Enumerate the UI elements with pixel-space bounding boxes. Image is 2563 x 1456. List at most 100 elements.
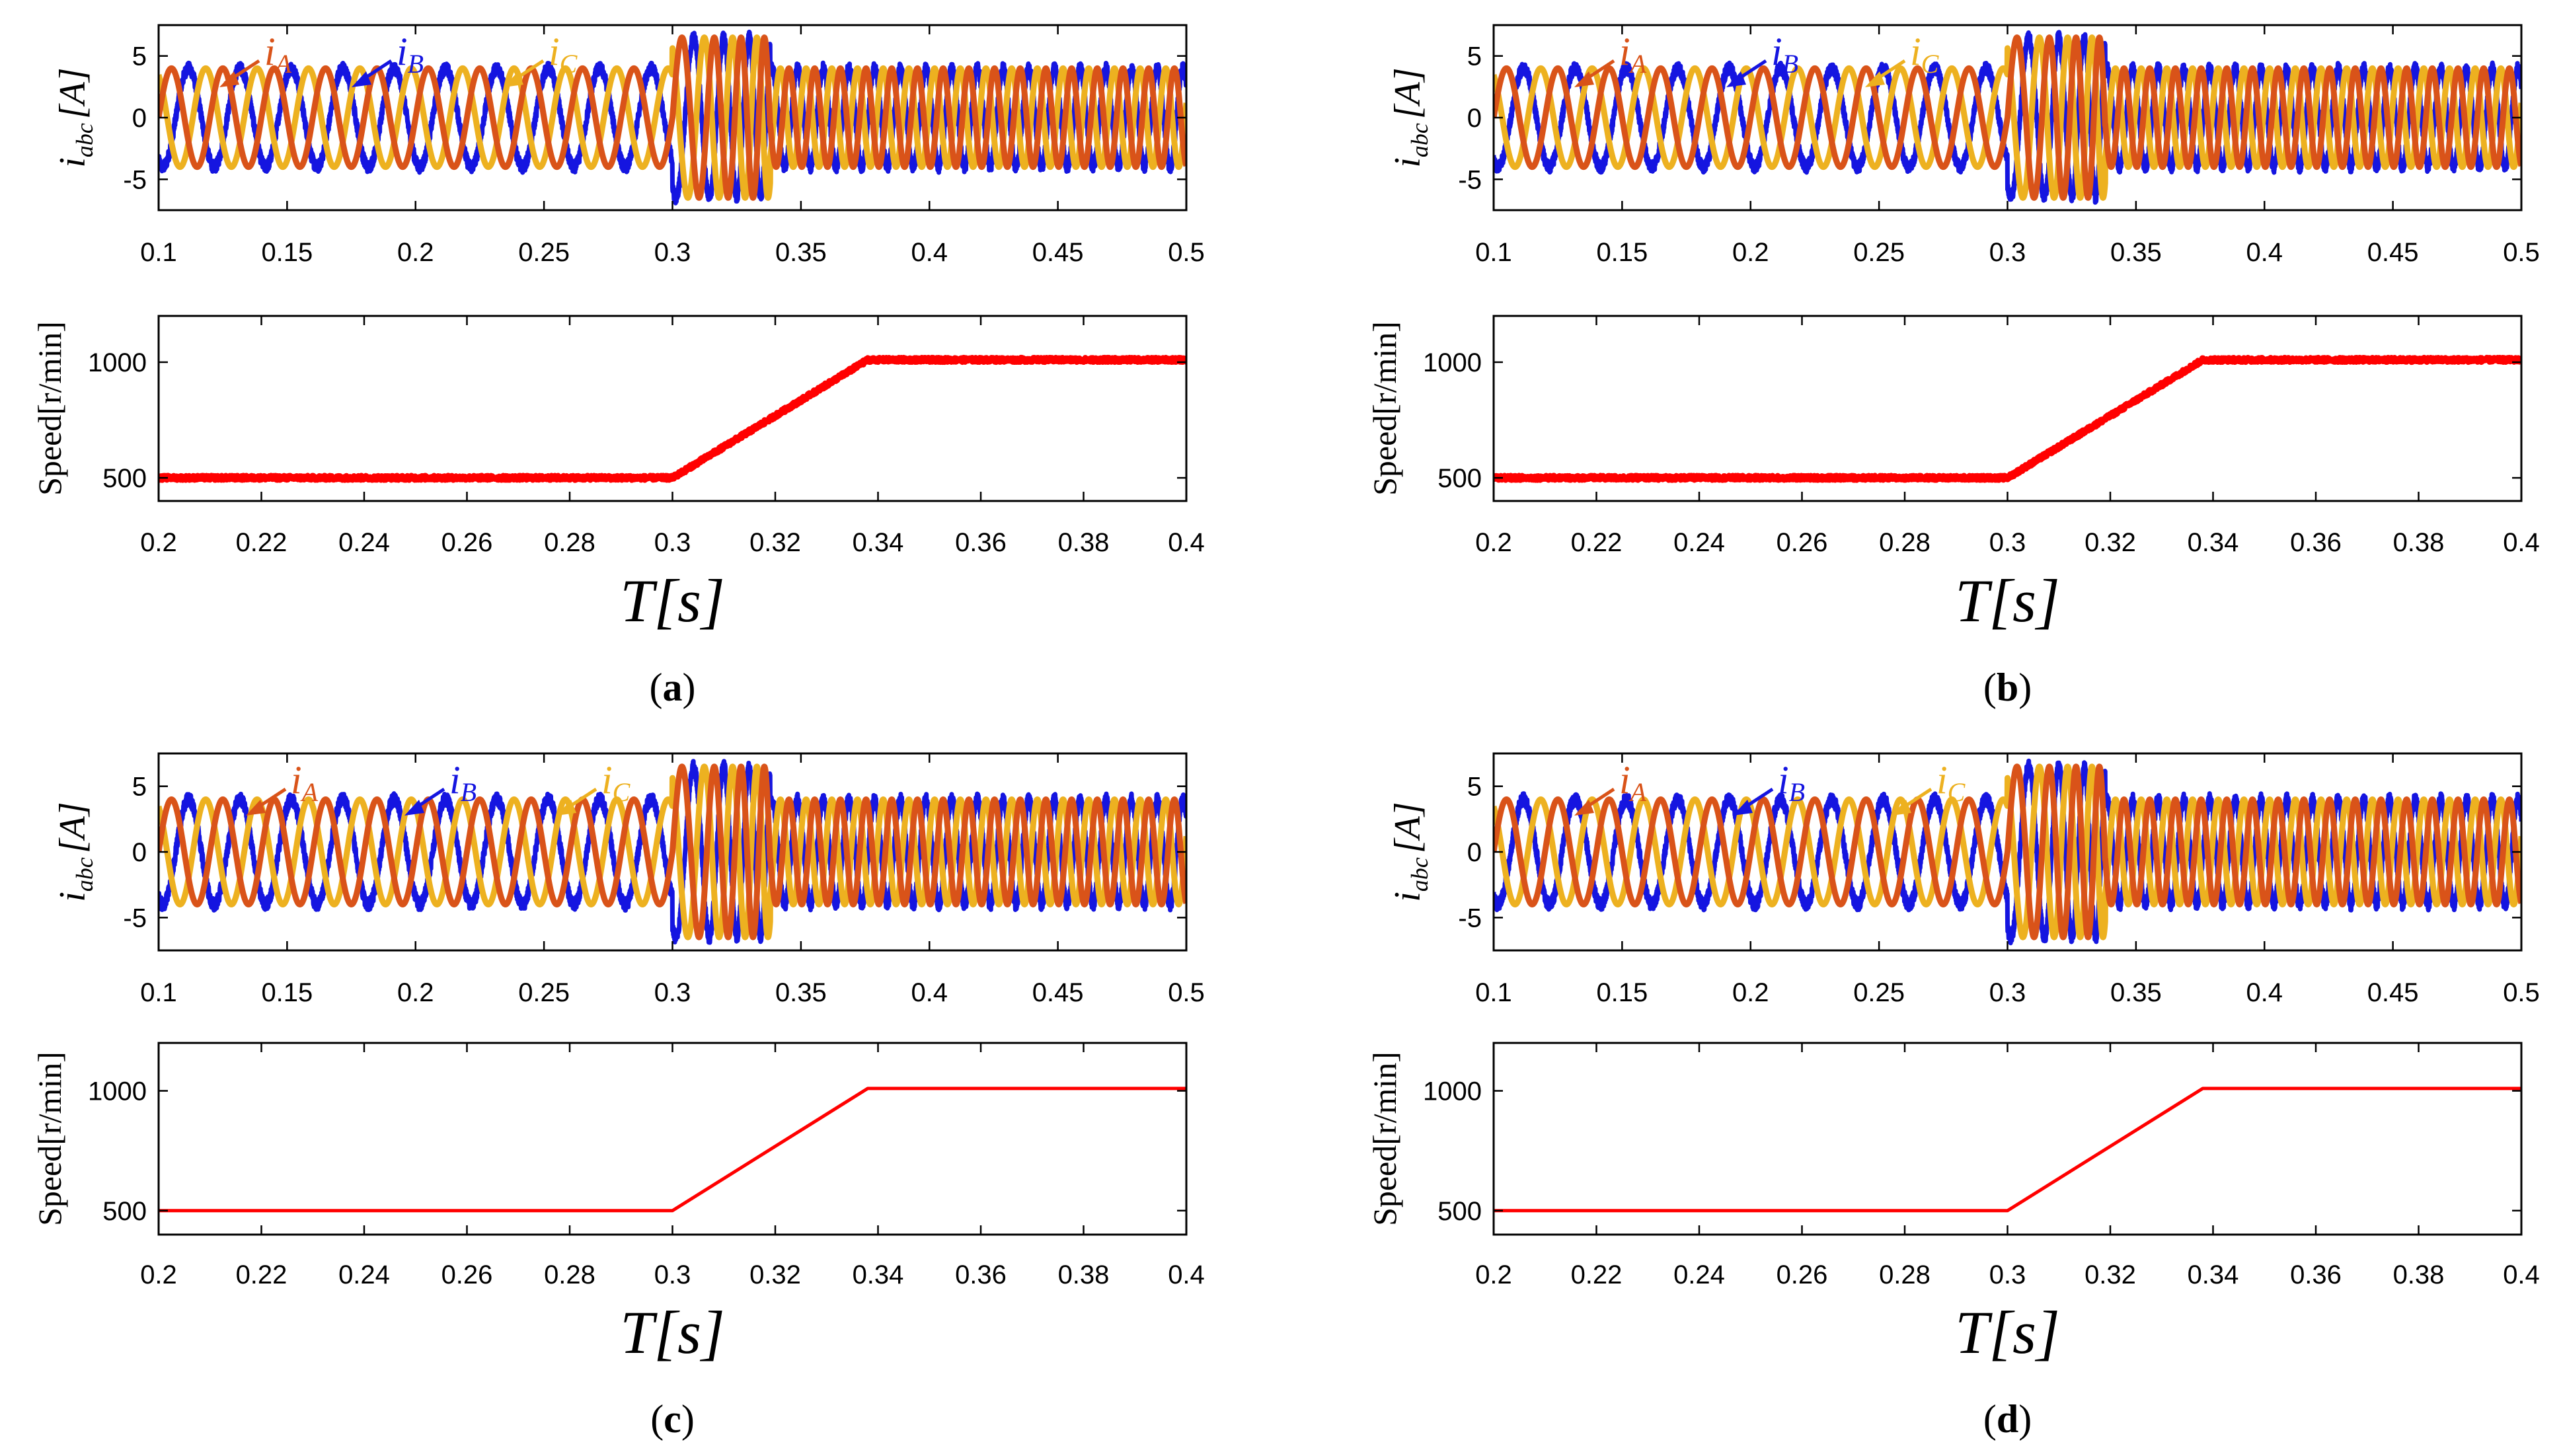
series-iB [1494, 30, 2521, 205]
x-tick-label: 0.36 [955, 528, 1007, 557]
y-tick-label: -5 [1458, 165, 1482, 194]
x-tick-label: 0.32 [749, 1260, 801, 1289]
x-tick-label: 0.36 [2290, 1260, 2342, 1289]
series-speed [159, 1087, 1186, 1213]
speed-axes: 0.2 0.22 0.24 0.26 0.28 0.3 0.32 0.34 0.36 0.38 0.… [1366, 315, 2540, 634]
x-tick-label: 0.32 [749, 528, 801, 557]
annotation-iB: iB [1778, 758, 1805, 807]
current-y-axis-label: iabc[A] [1387, 802, 1433, 901]
speed-x-axis-label: T[s] [1955, 567, 2060, 634]
panel-caption: (c) [650, 1397, 695, 1441]
x-tick-label: 0.25 [518, 978, 570, 1007]
speed-axes: 0.2 0.22 0.24 0.26 0.28 0.3 0.32 0.34 0.36 0.38 0.… [31, 1042, 1205, 1366]
x-tick-label: 0.24 [338, 528, 390, 557]
speed-x-axis-label: T[s] [620, 567, 725, 634]
x-tick-label: 0.3 [654, 238, 691, 267]
series-iB [1494, 758, 2521, 946]
current-series-group [159, 759, 1186, 945]
x-tick-label: 0.26 [441, 1260, 493, 1289]
x-tick-label: 0.4 [911, 978, 948, 1007]
x-tick-label: 0.2 [140, 528, 177, 557]
x-tick-label: 0.15 [1596, 978, 1648, 1007]
y-tick-label: 500 [1437, 1197, 1482, 1226]
x-tick-label: 0.22 [1571, 1260, 1623, 1289]
y-tick-label: 5 [1467, 42, 1482, 71]
y-tick-label: 0 [1467, 104, 1482, 133]
annotation-iC: iC [601, 758, 631, 807]
x-tick-label: 0.1 [1475, 978, 1512, 1007]
x-tick-label: 0.3 [1989, 238, 2026, 267]
panel-d: 0.1 0.15 0.2 0.25 0.3 0.35 0.4 0.45 0.5 -5 0 5 iabc[… [1366, 752, 2540, 1441]
x-tick-label: 0.45 [1032, 978, 1084, 1007]
x-tick-label: 0.25 [1853, 238, 1905, 267]
x-tick-label: 0.2 [140, 1260, 177, 1289]
speed-x-axis-label: T[s] [1955, 1299, 2060, 1366]
series-iA [1494, 34, 2521, 201]
x-tick-label: 0.1 [140, 978, 177, 1007]
x-tick-label: 0.1 [140, 238, 177, 267]
panel-c: 0.1 0.15 0.2 0.25 0.3 0.35 0.4 0.45 0.5 -5 0 5 iabc[… [31, 752, 1205, 1441]
speed-axes: 0.2 0.22 0.24 0.26 0.28 0.3 0.32 0.34 0.36 0.38 0.… [31, 315, 1205, 634]
x-tick-label: 0.45 [2367, 238, 2419, 267]
current-axes: 0.1 0.15 0.2 0.25 0.3 0.35 0.4 0.45 0.5 -5 0 5 iabc[… [52, 24, 1205, 267]
x-tick-label: 0.22 [236, 1260, 287, 1289]
annotation-arrow-iB [1726, 59, 1767, 87]
current-y-axis-label: iabc[A] [52, 802, 98, 901]
x-tick-label: 0.36 [2290, 528, 2342, 557]
x-tick-label: 0.34 [853, 528, 904, 557]
x-tick-label: 0.2 [397, 978, 434, 1007]
y-tick-label: 5 [132, 773, 147, 802]
y-tick-label: 1000 [88, 348, 147, 377]
annotation-iC: iC [1936, 758, 1966, 807]
x-tick-label: 0.26 [1777, 528, 1828, 557]
y-tick-label: 0 [132, 838, 147, 867]
speed-y-axis-label: Speed[r/min] [31, 321, 68, 496]
speed-axes-frame [1492, 1042, 2523, 1236]
current-y-axis-label: iabc[A] [1387, 67, 1433, 167]
annotation-iB: iB [449, 758, 477, 807]
series-iA [159, 34, 1186, 201]
speed-y-axis-label: Speed[r/min] [1366, 1052, 1403, 1226]
x-tick-label: 0.3 [1989, 1260, 2026, 1289]
x-tick-label: 0.38 [2393, 1260, 2445, 1289]
current-axes: 0.1 0.15 0.2 0.25 0.3 0.35 0.4 0.45 0.5 -5 0 5 iabc[… [52, 752, 1205, 1007]
annotation-arrow-iA [219, 59, 260, 87]
x-tick-label: 0.4 [911, 238, 948, 267]
x-tick-label: 0.24 [1673, 528, 1725, 557]
annotation-iA: iA [1619, 30, 1647, 79]
x-tick-label: 0.28 [1879, 528, 1931, 557]
annotation-arrow-iA [1574, 59, 1615, 87]
current-axes: 0.1 0.15 0.2 0.25 0.3 0.35 0.4 0.45 0.5 -5 0 5 iabc[… [1387, 752, 2540, 1007]
y-tick-label: 5 [1467, 773, 1482, 802]
x-tick-label: 0.28 [544, 528, 595, 557]
x-tick-label: 0.34 [2188, 528, 2239, 557]
x-tick-label: 0.25 [518, 238, 570, 267]
annotation-arrow-iB [1733, 787, 1774, 816]
y-tick-label: 500 [1437, 464, 1482, 493]
x-tick-label: 0.34 [2188, 1260, 2239, 1289]
x-tick-label: 0.2 [1732, 978, 1769, 1007]
x-tick-label: 0.3 [1989, 978, 2026, 1007]
x-tick-label: 0.38 [2393, 528, 2445, 557]
annotation-iC: iC [549, 30, 578, 79]
y-tick-label: 0 [1467, 838, 1482, 867]
x-tick-label: 0.32 [2085, 1260, 2136, 1289]
x-tick-label: 0.4 [2246, 238, 2283, 267]
annotation-iA: iA [1619, 758, 1647, 807]
annotation-arrow-iB [352, 59, 393, 87]
x-tick-label: 0.35 [775, 978, 827, 1007]
series-speed [1494, 1087, 2521, 1213]
annotation-arrow-iC [1865, 59, 1906, 87]
annotation-iB: iB [397, 30, 424, 79]
series-speed [1494, 354, 2521, 483]
y-tick-label: 500 [102, 464, 147, 493]
x-tick-label: 0.1 [1475, 238, 1512, 267]
x-tick-label: 0.36 [955, 1260, 1007, 1289]
x-tick-label: 0.26 [441, 528, 493, 557]
annotation-iB: iB [1771, 30, 1798, 79]
y-tick-label: -5 [123, 903, 147, 933]
x-tick-label: 0.26 [1777, 1260, 1828, 1289]
x-tick-label: 0.28 [1879, 1260, 1931, 1289]
panel-caption: (d) [1983, 1397, 2032, 1441]
